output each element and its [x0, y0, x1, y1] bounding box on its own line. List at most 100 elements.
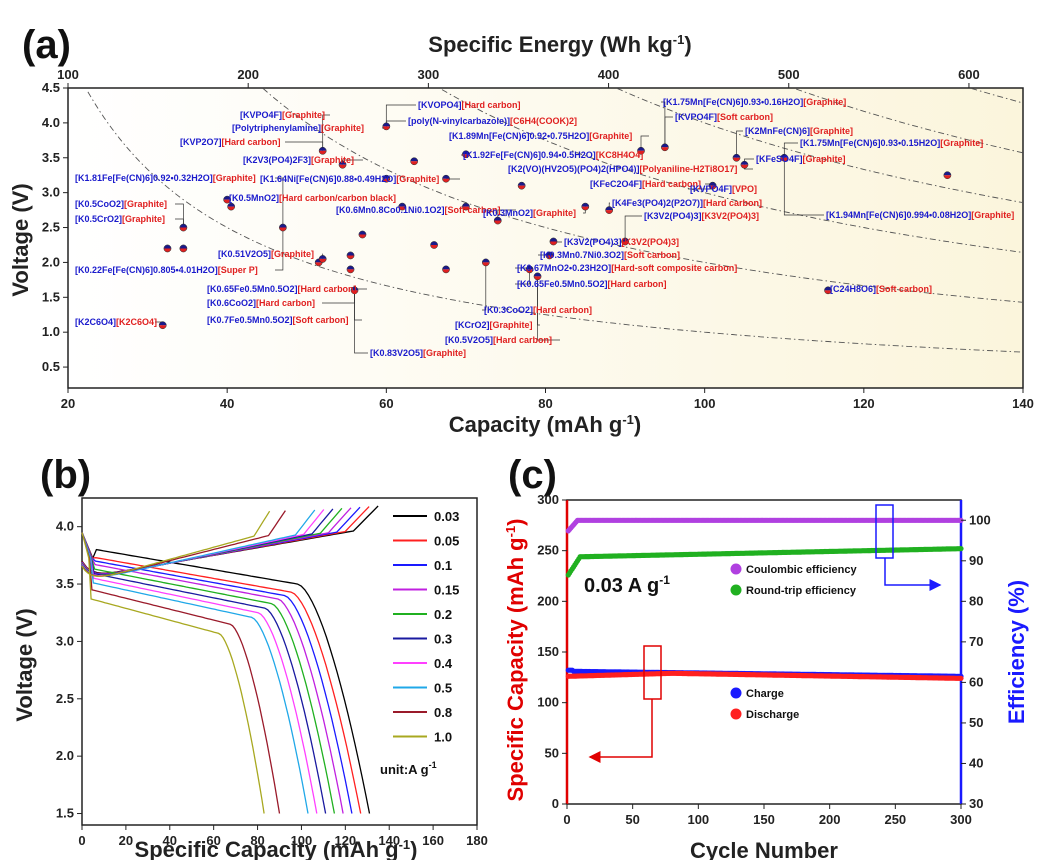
a-point-half-top: [319, 255, 327, 259]
b-x-tick-label: 0: [78, 833, 85, 848]
c-x-tick-label: 0: [563, 812, 570, 827]
a-point-half-bottom: [179, 227, 187, 232]
a-point-half-bottom: [549, 241, 557, 245]
a-point-half-top: [382, 175, 390, 179]
a-annotation: [KVPO4F][VPO]: [690, 184, 757, 194]
a-point-half-top: [163, 244, 171, 249]
a-data-point: [223, 195, 232, 204]
a-y-ticks: 0.5 1.0 1.5 2.0 2.5 3.0 3.5 4.0 4.5: [42, 80, 68, 374]
c-y2-ticks: 30 40 50 60 70 80 90 100: [961, 512, 991, 811]
a-leader-line: [322, 114, 330, 151]
a-point-half-bottom: [223, 199, 231, 204]
a-data-point: [740, 160, 749, 169]
c-y-axis-label: Specific Capacity (mAh g-1): [503, 519, 528, 802]
a-y-tick-label: 4.0: [42, 115, 60, 130]
a-annotation: [poly(N-vinylcarbazole)][C6H4(COOK)2]: [408, 116, 577, 126]
c-y-tick-label: 50: [545, 745, 559, 760]
a-annotation: [K0.65Fe0.5Mn0.5O2][Hard carbon]: [207, 284, 357, 294]
a-data-point: [732, 153, 741, 162]
a-y-tick-label: 3.5: [42, 150, 60, 165]
a-point-half-top: [351, 286, 358, 291]
a-annotation: [K1.94Mn[Fe(CN)6]0.994•0.08H2O][Graphite…: [826, 210, 1014, 220]
c-efficiency-arrow: [884, 558, 942, 591]
a-point-half-top: [223, 196, 231, 200]
b-x-tick-label: 160: [422, 833, 444, 848]
a-annotation: [K0.5V2O5][Hard carbon]: [445, 335, 552, 345]
c-x-tick-label: 300: [950, 812, 972, 827]
a-point-half-bottom: [534, 276, 542, 280]
c-y2-tick-label: 50: [969, 715, 983, 730]
a-data-point: [517, 181, 526, 190]
b-y-axis-label: Voltage (V): [12, 608, 37, 721]
a-point-half-bottom: [482, 262, 490, 266]
c-discharge-point: [958, 675, 964, 681]
c-y2-tick-label: 30: [969, 796, 983, 811]
a-point-half-bottom: [382, 178, 390, 183]
a-point-half-bottom: [163, 248, 171, 252]
a-y-tick-label: 2.5: [42, 220, 60, 235]
c-y-tick-label: 0: [552, 796, 559, 811]
a-point-half-top: [339, 161, 347, 165]
a-point-half-bottom: [943, 175, 951, 179]
a-data-point: [708, 181, 717, 190]
a-annotation: [KVPO4F][Soft carbon]: [675, 112, 773, 122]
a-point-half-bottom: [179, 248, 187, 252]
b-legend-label: 1.0: [434, 730, 452, 745]
a-point-half-top: [382, 122, 390, 127]
c-x-tick-label: 100: [687, 812, 709, 827]
a-data-point: [398, 202, 407, 211]
a-data-point: [549, 237, 558, 246]
a-y-tick-label: 0.5: [42, 359, 60, 374]
a-annotation: [K0.65Fe0.5Mn0.5O2][Hard carbon]: [517, 279, 667, 289]
b-unit-label: unit:A g-1: [380, 760, 437, 777]
a-point-half-bottom: [442, 269, 450, 273]
a-annotation: [K0.22Fe[Fe(CN)6]0.805•4.01H2O][Super P]: [75, 265, 258, 275]
a-point-half-top: [545, 251, 553, 256]
b-y-tick-label: 3.0: [56, 633, 74, 648]
a-leader-line: [783, 142, 798, 158]
a-y-axis-label: Voltage (V): [8, 183, 33, 296]
b-discharge-curve: [81, 532, 344, 814]
a-point-half-bottom: [581, 206, 589, 211]
a-data-point: [824, 286, 832, 295]
a-leader-line: [275, 177, 284, 228]
a-point-half-bottom: [347, 255, 355, 259]
a-data-point: [581, 202, 590, 211]
a-annotation: [KVP2O7][Hard carbon]: [180, 137, 281, 147]
a-point-half-bottom: [339, 164, 347, 169]
a-annotation: [K0.83V2O5][Graphite]: [370, 348, 466, 358]
a-point-half-bottom: [382, 126, 390, 130]
a-point-half-top: [733, 154, 740, 158]
c-legend: Coulombic efficiency Round-trip efficienc…: [730, 563, 858, 721]
a-point-half-top: [410, 157, 418, 162]
a-data-point: [462, 202, 470, 211]
b-x-tick-label: 80: [250, 833, 264, 848]
a-x-tick-label: 100: [694, 396, 716, 411]
a-annotation: [K1.89Mn[Fe(CN)6]0.92•0.75H2O][Graphite]: [449, 131, 632, 141]
c-y-tick-label: 100: [537, 695, 559, 710]
a-energy-contour: [441, 89, 1024, 253]
a-annotations: [KVPO4F][Graphite] [KVOPO4][Hard carbon] […: [75, 97, 1014, 358]
a-data-point: [318, 146, 327, 155]
a-x-tick-label: 60: [379, 396, 393, 411]
b-charge-curve: [81, 510, 271, 577]
c-y-tick-label: 250: [537, 543, 559, 558]
a-data-point: [442, 174, 450, 183]
a-x-tick-label: 20: [61, 396, 75, 411]
a-annotation: [KCrO2][Graphite]: [455, 320, 533, 330]
panel-a-label: (a): [22, 23, 71, 67]
a-data-point: [346, 251, 355, 260]
a-annotation: [K0.5MnO2][Hard carbon/carbon black]: [229, 193, 396, 203]
a-annotation: [K1.92Fe[Fe(CN)6]0.94•0.5H2O][KC8H4O4]: [463, 150, 643, 160]
c-y2-tick-label: 80: [969, 593, 983, 608]
a-point-half-bottom: [462, 206, 470, 211]
a-y-tick-label: 1.5: [42, 289, 60, 304]
a-data-point: [442, 265, 450, 274]
b-x-tick-label: 20: [119, 833, 133, 848]
a-point-half-top: [780, 154, 788, 158]
a-data-point: [382, 122, 391, 131]
a-leader-line: [783, 157, 824, 216]
a-annotation: [K4Fe3(PO4)2(P2O7)][Hard carbon]: [612, 198, 762, 208]
a-point-half-top: [534, 272, 542, 277]
